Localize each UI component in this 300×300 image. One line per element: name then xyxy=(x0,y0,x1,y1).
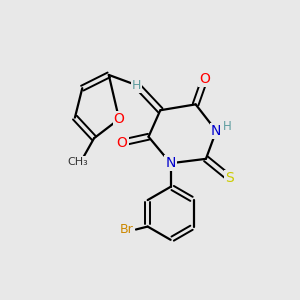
Text: O: O xyxy=(199,72,210,86)
Text: S: S xyxy=(225,171,234,185)
Text: CH₃: CH₃ xyxy=(68,157,88,167)
Text: H: H xyxy=(132,79,141,92)
Text: Br: Br xyxy=(120,223,134,236)
Text: N: N xyxy=(211,124,221,138)
Text: O: O xyxy=(117,136,128,150)
Text: H: H xyxy=(223,120,232,133)
Text: N: N xyxy=(165,156,176,170)
Text: O: O xyxy=(114,112,124,126)
